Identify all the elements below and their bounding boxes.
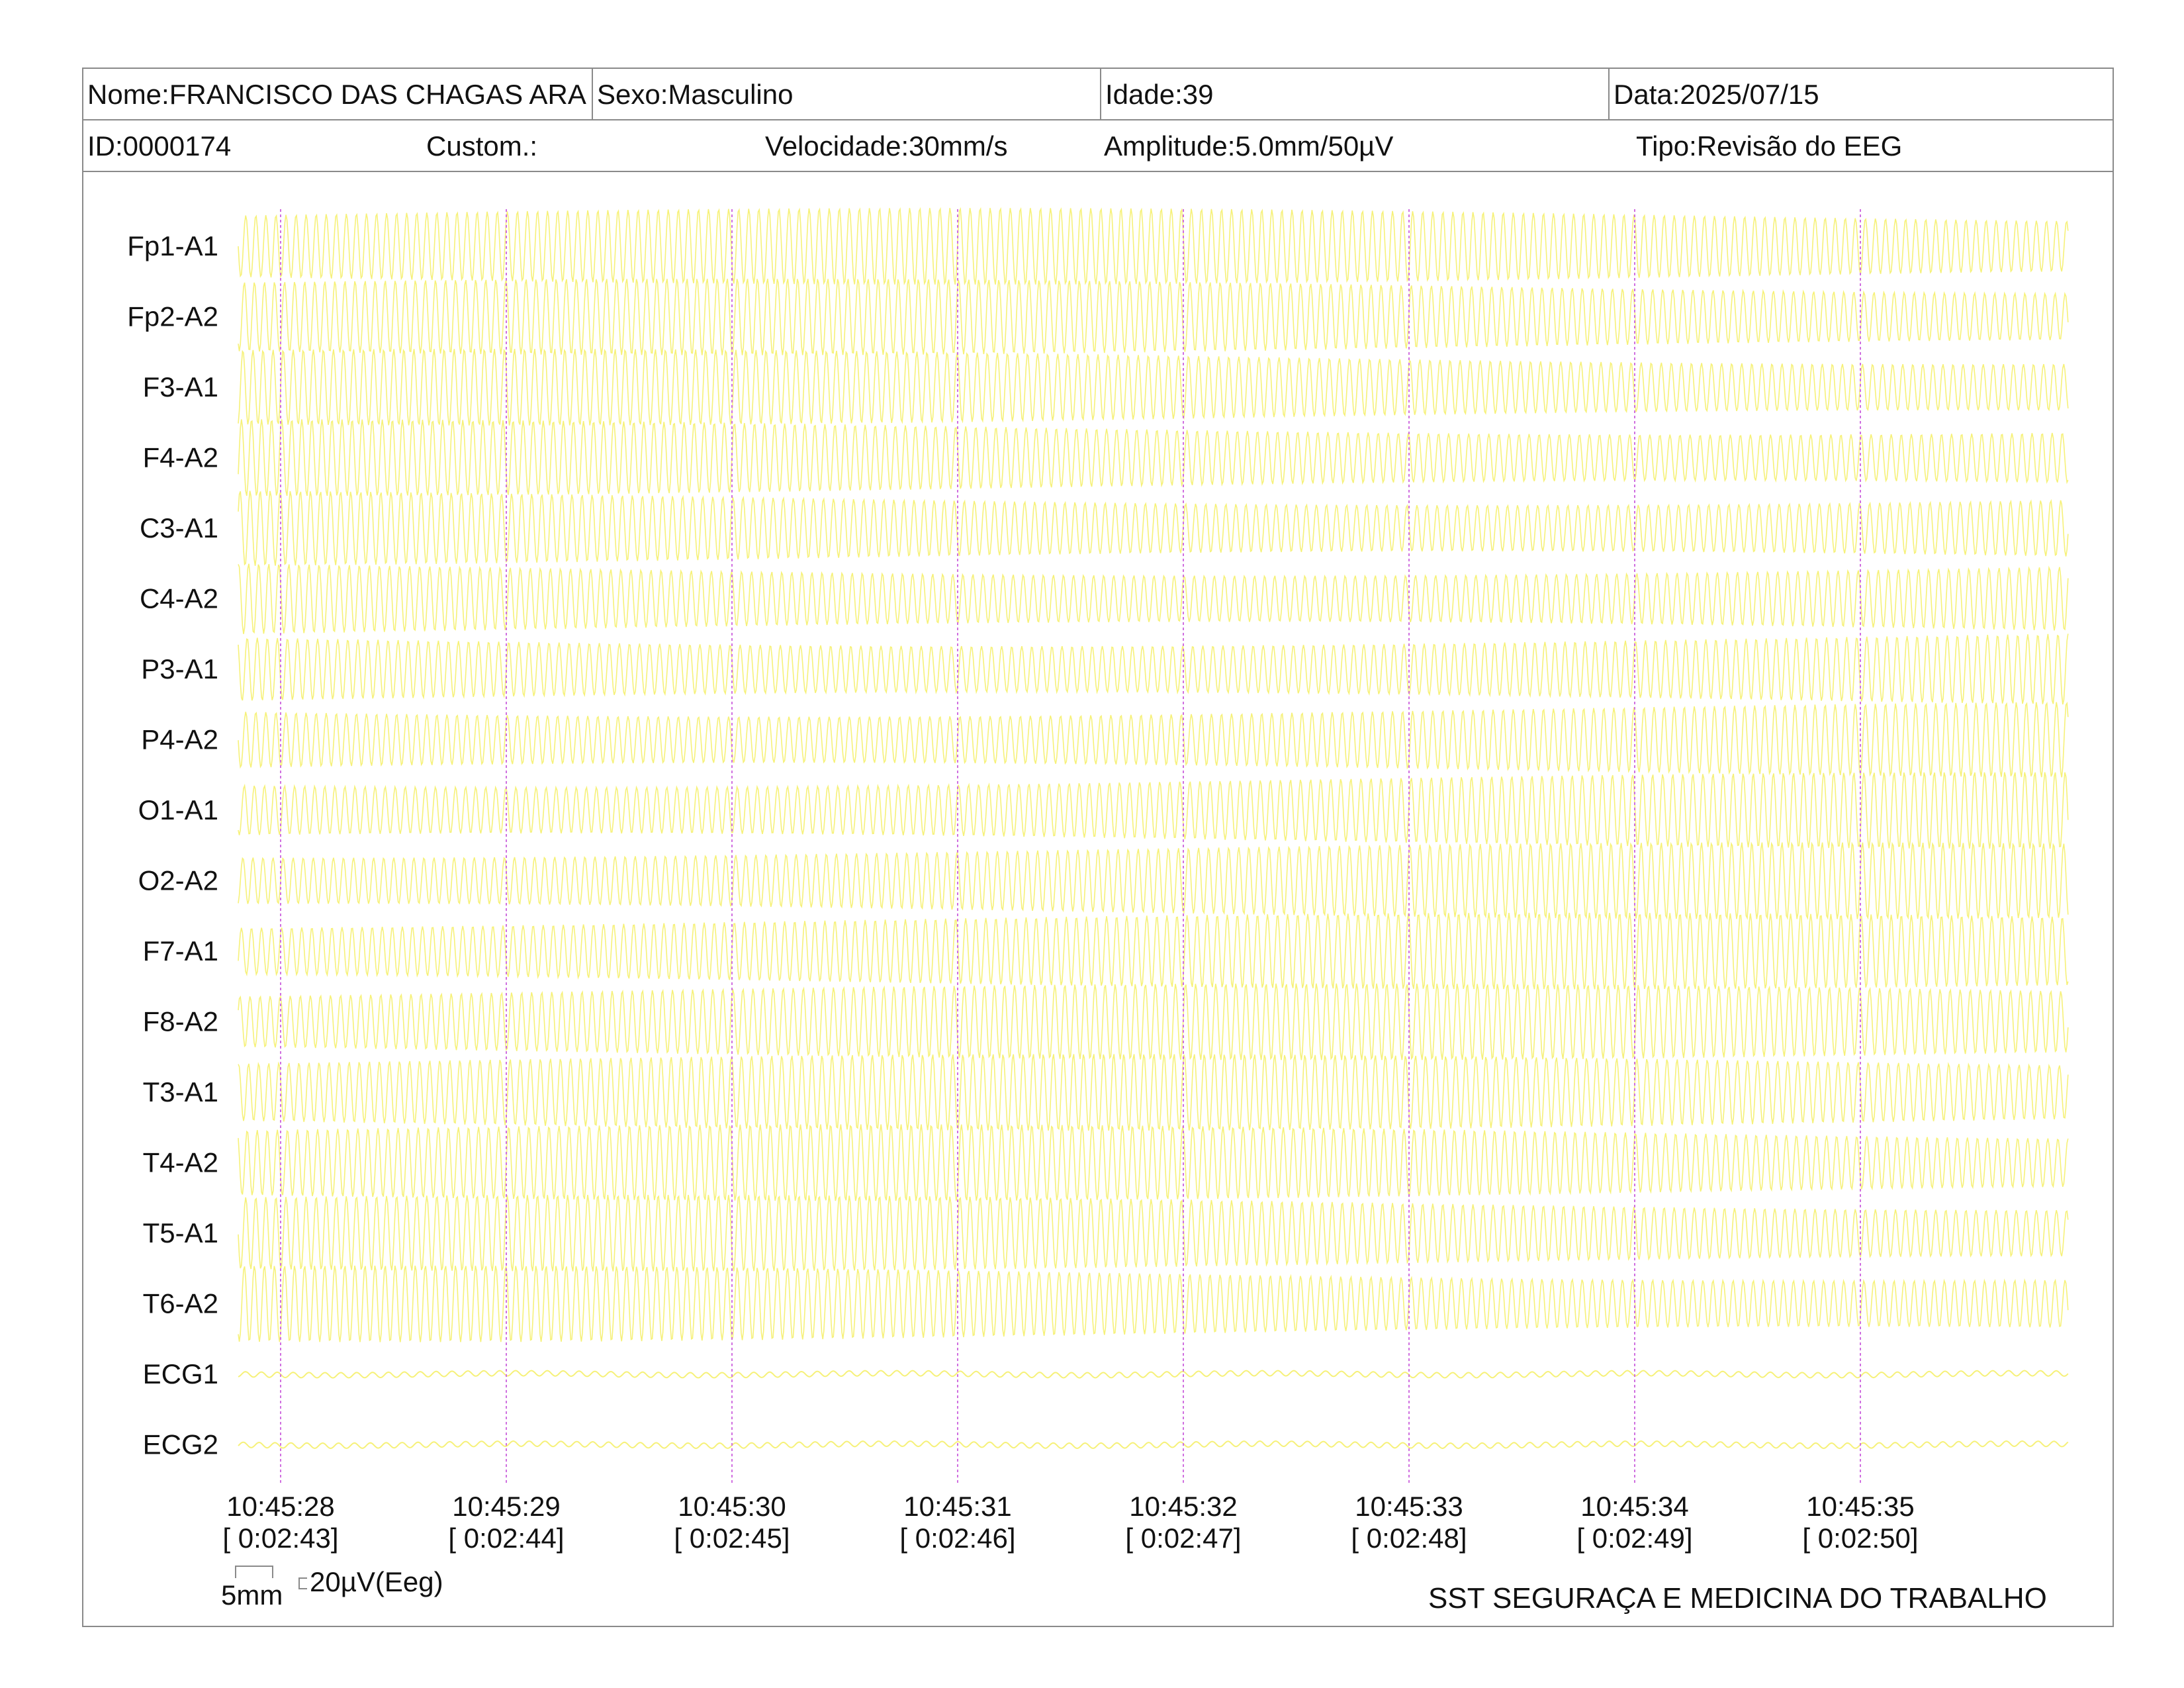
header-row-exam: ID:0000174 Custom.: Velocidade:30mm/s Am… (83, 120, 2113, 172)
trace-o1-a1 (238, 772, 2069, 849)
time-elapsed-label: [ 0:02:45] (674, 1523, 790, 1554)
trace-t4-a2 (238, 1124, 2069, 1201)
time-clock-label: 10:45:28 (226, 1491, 335, 1522)
trace-f4-a2 (238, 419, 2069, 496)
lead-label-o1-a1: O1-A1 (138, 794, 218, 825)
amplitude-setting: Amplitude:5.0mm/50µV (1104, 130, 1394, 162)
lead-label-t5-a1: T5-A1 (143, 1217, 218, 1248)
lead-label-o2-a2: O2-A2 (138, 865, 218, 896)
time-elapsed-label: [ 0:02:50] (1802, 1523, 1918, 1554)
time-scale-label: 5mm (221, 1579, 283, 1611)
trace-c3-a1 (238, 491, 2069, 566)
time-clock-label: 10:45:31 (903, 1491, 1012, 1522)
footer-clinic-name: SST SEGURAÇA E MEDICINA DO TRABALHO (1428, 1582, 2047, 1615)
time-elapsed-label: [ 0:02:44] (448, 1523, 564, 1554)
time-clock-label: 10:45:33 (1355, 1491, 1463, 1522)
patient-id: ID:0000174 (87, 130, 232, 162)
lead-label-p4-a2: P4-A2 (141, 724, 218, 755)
trace-p4-a2 (238, 701, 2069, 778)
lead-label-ecg1: ECG1 (143, 1358, 218, 1389)
trace-fp2-a2 (238, 279, 2069, 355)
exam-date: Data:2025/07/15 (1608, 69, 2114, 119)
lead-label-c4-a2: C4-A2 (140, 583, 218, 614)
lead-label-c3-a1: C3-A1 (140, 512, 218, 543)
trace-o2-a2 (238, 841, 2069, 920)
lead-label-t6-a2: T6-A2 (143, 1288, 218, 1319)
time-elapsed-label: [ 0:02:47] (1125, 1523, 1241, 1554)
time-axis-labels: 10:45:28[ 0:02:43] 10:45:29[ 0:02:44] 10:4… (222, 1491, 1918, 1554)
time-elapsed-label: [ 0:02:48] (1351, 1523, 1467, 1554)
trace-ecg2 (238, 1440, 2069, 1450)
patient-sex: Sexo:Masculino (592, 69, 1100, 119)
time-elapsed-label: [ 0:02:43] (222, 1523, 338, 1554)
trace-f7-a1 (238, 912, 2069, 990)
time-clock-label: 10:45:34 (1580, 1491, 1689, 1522)
report-frame: Nome:FRANCISCO DAS CHAGAS ARA Sexo:Mascu… (82, 68, 2114, 1627)
time-clock-label: 10:45:32 (1129, 1491, 1238, 1522)
custom-field: Custom.: (426, 130, 538, 162)
lead-label-fp2-a2: Fp2-A2 (127, 301, 218, 332)
amplitude-scale-label: 20µV(Eeg) (310, 1566, 443, 1597)
trace-t5-a1 (238, 1194, 2069, 1272)
time-scale-bracket (235, 1566, 273, 1578)
exam-type: Tipo:Revisão do EEG (1636, 130, 1903, 162)
lead-label-fp1-a1: Fp1-A1 (127, 230, 218, 261)
time-clock-label: 10:45:29 (452, 1491, 561, 1522)
lead-label-f8-a2: F8-A2 (143, 1006, 218, 1037)
trace-p3-a1 (238, 633, 2069, 705)
time-clock-label: 10:45:30 (678, 1491, 786, 1522)
eeg-waveforms (238, 207, 2069, 1450)
lead-label-f7-a1: F7-A1 (143, 935, 218, 966)
trace-t3-a1 (238, 1054, 2069, 1131)
lead-label-f3-a1: F3-A1 (143, 371, 218, 402)
speed-setting: Velocidade:30mm/s (765, 130, 1008, 162)
lead-label-p3-a1: P3-A1 (141, 653, 218, 684)
trace-c4-a2 (238, 563, 2069, 634)
lead-label-f4-a2: F4-A2 (143, 442, 218, 473)
time-elapsed-label: [ 0:02:46] (899, 1523, 1015, 1554)
time-elapsed-label: [ 0:02:49] (1576, 1523, 1692, 1554)
second-markers (280, 209, 1861, 1483)
patient-name: Nome:FRANCISCO DAS CHAGAS ARA (87, 79, 586, 110)
scale-bar (235, 1566, 307, 1589)
trace-fp1-a1 (238, 207, 2069, 286)
header-row-patient: Nome:FRANCISCO DAS CHAGAS ARA Sexo:Mascu… (83, 69, 2113, 120)
trace-t6-a2 (238, 1265, 2069, 1342)
lead-labels: Fp1-A1 Fp2-A2 F3-A1 F4-A2 C3-A1 C4-A2 P3-A1 P4-… (127, 230, 218, 1460)
time-clock-label: 10:45:35 (1806, 1491, 1915, 1522)
trace-ecg1 (238, 1370, 2069, 1379)
patient-age: Idade:39 (1100, 69, 1608, 119)
trace-f8-a2 (238, 983, 2069, 1060)
lead-label-ecg2: ECG2 (143, 1429, 218, 1460)
lead-label-t3-a1: T3-A1 (143, 1076, 218, 1107)
lead-label-t4-a2: T4-A2 (143, 1147, 218, 1178)
trace-f3-a1 (238, 348, 2069, 426)
amplitude-scale-bracket (298, 1577, 307, 1589)
